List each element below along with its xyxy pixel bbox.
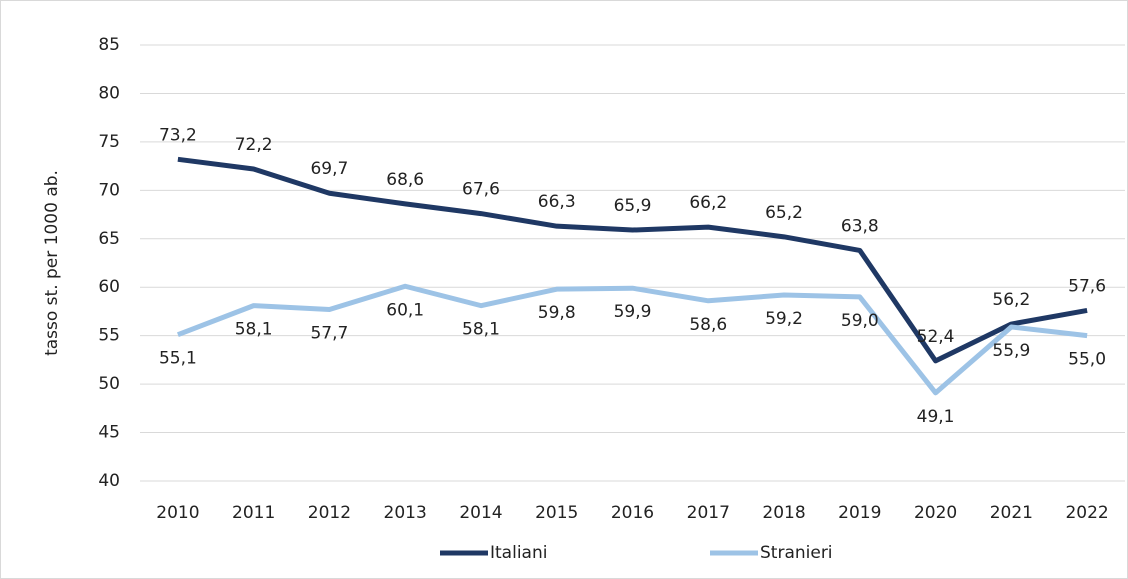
x-tick-label: 2013 bbox=[384, 503, 427, 523]
x-tick-label: 2020 bbox=[914, 503, 957, 523]
data-label: 55,0 bbox=[1068, 350, 1106, 370]
x-tick-label: 2014 bbox=[459, 503, 502, 523]
data-label: 73,2 bbox=[159, 125, 197, 145]
x-tick-label: 2016 bbox=[611, 503, 654, 523]
data-label: 66,3 bbox=[538, 192, 576, 212]
x-tick-label: 2018 bbox=[762, 503, 805, 523]
x-tick-label: 2010 bbox=[156, 503, 199, 523]
data-label: 59,2 bbox=[765, 309, 803, 329]
data-label: 56,2 bbox=[992, 290, 1030, 310]
y-tick-label: 40 bbox=[98, 471, 120, 491]
y-tick-label: 50 bbox=[98, 374, 120, 394]
x-tick-label: 2015 bbox=[535, 503, 578, 523]
legend-label: Italiani bbox=[490, 543, 547, 563]
y-tick-label: 60 bbox=[98, 277, 120, 297]
series-line bbox=[177, 156, 1088, 364]
data-label: 57,7 bbox=[310, 324, 348, 344]
data-label: 65,2 bbox=[765, 203, 803, 223]
data-label: 57,6 bbox=[1068, 276, 1106, 296]
data-label: 69,7 bbox=[310, 159, 348, 179]
data-label: 55,1 bbox=[159, 349, 197, 369]
legend-label: Stranieri bbox=[760, 543, 833, 563]
y-tick-label: 55 bbox=[98, 326, 120, 346]
data-label: 52,4 bbox=[917, 327, 955, 347]
data-label: 58,1 bbox=[235, 320, 273, 340]
data-label: 66,2 bbox=[689, 193, 727, 213]
x-tick-label: 2021 bbox=[990, 503, 1033, 523]
x-tick-label: 2012 bbox=[308, 503, 351, 523]
y-axis-title: tasso st. per 1000 ab. bbox=[42, 170, 62, 356]
data-label: 63,8 bbox=[841, 216, 879, 236]
data-label: 59,9 bbox=[614, 302, 652, 322]
x-tick-label: 2011 bbox=[232, 503, 275, 523]
data-label: 59,8 bbox=[538, 303, 576, 323]
data-label: 55,9 bbox=[992, 341, 1030, 361]
data-label: 59,0 bbox=[841, 311, 879, 331]
y-tick-label: 75 bbox=[98, 132, 120, 152]
data-label: 58,6 bbox=[689, 315, 727, 335]
x-tick-label: 2022 bbox=[1065, 503, 1108, 523]
y-tick-label: 85 bbox=[98, 35, 120, 55]
series-line bbox=[176, 283, 1088, 396]
data-label: 49,1 bbox=[917, 407, 955, 427]
data-label: 68,6 bbox=[386, 170, 424, 190]
y-tick-label: 80 bbox=[98, 83, 120, 103]
data-label: 65,9 bbox=[614, 196, 652, 216]
y-tick-label: 65 bbox=[98, 229, 120, 249]
data-label: 67,6 bbox=[462, 180, 500, 200]
y-tick-label: 70 bbox=[98, 180, 120, 200]
x-tick-label: 2017 bbox=[687, 503, 730, 523]
data-label: 60,1 bbox=[386, 300, 424, 320]
data-label: 58,1 bbox=[462, 320, 500, 340]
y-tick-label: 45 bbox=[98, 423, 120, 443]
x-tick-label: 2019 bbox=[838, 503, 881, 523]
data-label: 72,2 bbox=[235, 135, 273, 155]
